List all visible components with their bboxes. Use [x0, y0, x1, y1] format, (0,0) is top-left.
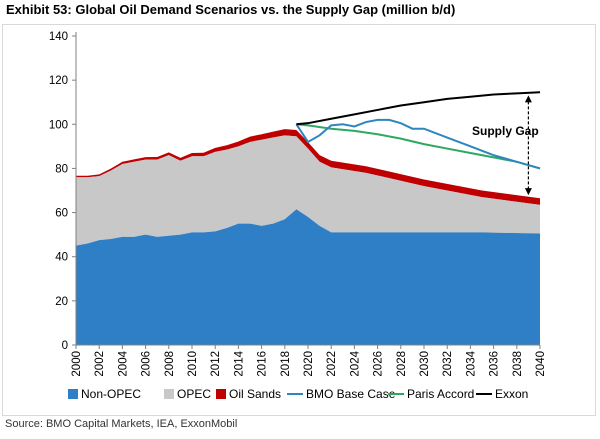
x-tick-label: 2036	[489, 351, 501, 377]
chart-title: Exhibit 53: Global Oil Demand Scenarios …	[6, 2, 456, 17]
non-opec-area	[76, 209, 540, 345]
x-tick-label: 2008	[164, 351, 176, 377]
x-tick-label: 2032	[442, 351, 454, 377]
oil-sands-area	[76, 129, 540, 205]
x-tick-label: 2024	[349, 350, 361, 376]
y-tick-label: 120	[49, 75, 68, 87]
x-tick-label: 2040	[535, 351, 547, 377]
y-tick-label: 100	[49, 119, 68, 131]
x-tick-label: 2012	[210, 351, 222, 377]
x-tick-label: 2010	[187, 351, 199, 377]
x-tick-label: 2002	[94, 351, 106, 377]
supply-gap-label: Supply Gap	[472, 124, 539, 138]
x-tick-label: 2028	[396, 351, 408, 377]
arrow-head-bottom	[524, 188, 532, 196]
x-tick-label: 2022	[326, 351, 338, 377]
legend-label-oil-sands: Oil Sands	[229, 387, 281, 401]
x-tick-label: 2004	[117, 350, 129, 376]
y-tick-label: 140	[49, 31, 68, 43]
x-tick-label: 2014	[233, 350, 245, 376]
legend-label-bmo-base-case: BMO Base Case	[306, 387, 396, 401]
legend-label-exxon: Exxon	[495, 387, 528, 401]
x-tick-label: 2018	[280, 351, 292, 377]
legend-swatch-opec	[164, 389, 174, 399]
x-tick-label: 2034	[465, 350, 477, 376]
chart-frame	[2, 24, 596, 416]
legend-label-opec: OPEC	[177, 387, 211, 401]
exxon-line	[296, 91, 541, 126]
x-tick-label: 2038	[512, 351, 524, 377]
legend-label-non-opec: Non-OPEC	[81, 387, 141, 401]
y-tick-label: 80	[55, 163, 68, 175]
legend-label-paris-accord: Paris Accord	[407, 387, 474, 401]
x-tick-label: 2030	[419, 351, 431, 377]
y-tick-label: 40	[55, 252, 68, 264]
x-tick-label: 2000	[71, 351, 83, 377]
y-tick-label: 60	[55, 208, 68, 220]
legend-swatch-oil-sands	[216, 389, 226, 399]
x-tick-label: 2020	[303, 351, 315, 377]
x-tick-label: 2026	[373, 351, 385, 377]
x-tick-label: 2006	[141, 351, 153, 377]
legend-swatch-non-opec	[68, 389, 78, 399]
x-tick-label: 2016	[257, 351, 269, 377]
opec-area	[76, 135, 540, 246]
y-tick-label: 20	[55, 296, 68, 308]
arrow-head-top	[524, 95, 532, 103]
y-tick-label: 0	[62, 340, 68, 352]
bmo-base-case-line	[295, 118, 541, 170]
source-note: Source: BMO Capital Markets, IEA, ExxonM…	[5, 418, 238, 430]
